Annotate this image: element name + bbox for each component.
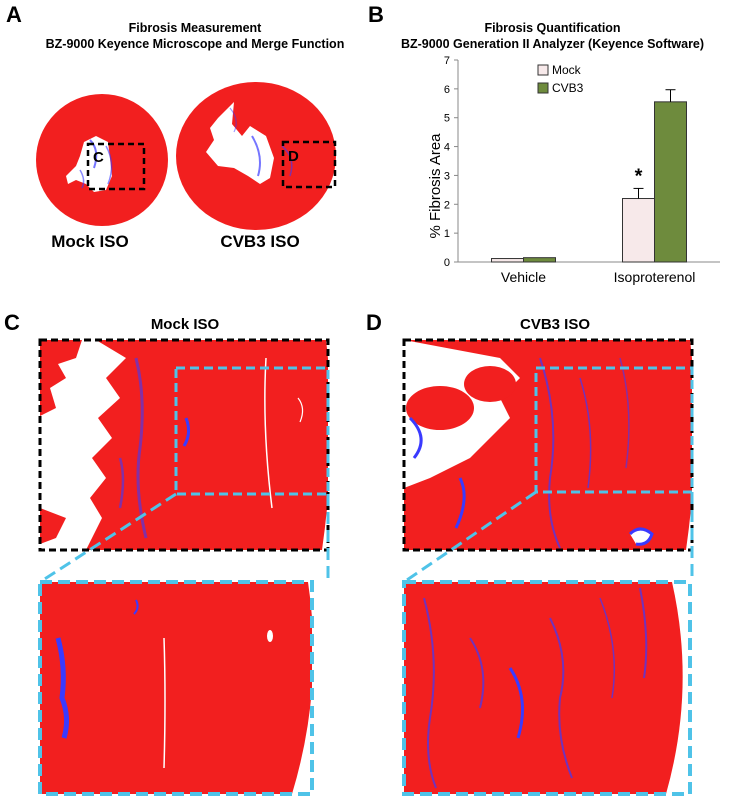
y-tick-label: 7 bbox=[444, 55, 450, 67]
legend-label-mock: Mock bbox=[552, 63, 582, 77]
y-tick-label: 1 bbox=[444, 228, 450, 240]
panel-d-letter: D bbox=[366, 310, 382, 335]
cvb3-zoomed-micrograph bbox=[404, 582, 690, 794]
bar-mock-vehicle bbox=[491, 258, 524, 263]
panel-b-title: Fibrosis Quantification BZ-9000 Generati… bbox=[380, 20, 725, 52]
mock-cyan-zoom-frame bbox=[38, 580, 314, 796]
mock-overview-micrograph bbox=[40, 340, 328, 550]
significance-marker: * bbox=[635, 165, 643, 187]
panel-b-letter: B bbox=[368, 2, 384, 27]
panel-c-letter: C bbox=[4, 310, 20, 335]
panel-c-micrographs bbox=[38, 338, 330, 796]
box-c-label: C bbox=[93, 149, 104, 166]
panel-a-title-line2: BZ-9000 Keyence Microscope and Merge Fun… bbox=[45, 37, 345, 51]
y-axis-label: % Fibrosis Area bbox=[427, 133, 444, 239]
mock-iso-label: Mock ISO bbox=[51, 232, 129, 251]
bar-mock-isoproterenol bbox=[622, 198, 655, 263]
panel-d-title: CVB3 ISO bbox=[519, 316, 591, 333]
y-tick-label: 5 bbox=[444, 113, 450, 125]
x-tick-label: Isoproterenol bbox=[614, 269, 696, 285]
y-tick-label: 0 bbox=[444, 257, 450, 269]
y-tick-label: 3 bbox=[444, 170, 450, 182]
mock-black-frame bbox=[38, 338, 330, 552]
legend-swatch-cvb3 bbox=[537, 82, 549, 94]
panel-a-letter: A bbox=[6, 2, 22, 27]
cvb3-zoom-box bbox=[281, 140, 337, 189]
cvb3-cyan-region-box bbox=[534, 366, 694, 494]
cvb3-black-frame bbox=[402, 338, 694, 552]
panel-b-title-line1: Fibrosis Quantification bbox=[484, 21, 621, 35]
chart-bars bbox=[491, 89, 687, 263]
fibrosis-bar-chart: % Fibrosis Area 0 1 2 3 4 5 6 7 Vehicle Isoproter… bbox=[427, 55, 720, 285]
panel-a-hearts: C D bbox=[36, 82, 337, 230]
y-tick-label: 4 bbox=[444, 142, 450, 154]
panel-c-title: Mock ISO bbox=[150, 316, 220, 333]
cvb3-overview-micrograph bbox=[404, 340, 692, 550]
cvb3-zoom-line-left bbox=[403, 490, 537, 584]
panel-b-title-line2: BZ-9000 Generation II Analyzer (Keyence … bbox=[400, 37, 705, 51]
bar-cvb3-vehicle bbox=[523, 257, 556, 263]
x-tick-label: Vehicle bbox=[501, 269, 546, 285]
y-tick-label: 6 bbox=[444, 84, 450, 96]
legend-swatch-mock bbox=[537, 64, 549, 76]
panel-a-title-line1: Fibrosis Measurement bbox=[128, 21, 262, 35]
bar-cvb3-isoproterenol bbox=[654, 101, 687, 263]
mock-cyan-region-box bbox=[174, 366, 330, 496]
cvb3-heart-section bbox=[176, 82, 336, 230]
mock-zoomed-micrograph bbox=[40, 582, 312, 794]
mock-zoom-line-left bbox=[39, 492, 177, 584]
y-tick-label: 2 bbox=[444, 199, 450, 211]
panel-a-title: Fibrosis Measurement BZ-9000 Keyence Mic… bbox=[30, 20, 360, 52]
legend-label-cvb3: CVB3 bbox=[552, 81, 584, 95]
cvb3-cyan-zoom-frame bbox=[402, 580, 692, 796]
cvb3-iso-label: CVB3 ISO bbox=[220, 232, 300, 251]
chart-legend: Mock CVB3 bbox=[537, 63, 584, 95]
panel-d-micrographs bbox=[402, 338, 694, 796]
box-d-label: D bbox=[288, 148, 299, 165]
